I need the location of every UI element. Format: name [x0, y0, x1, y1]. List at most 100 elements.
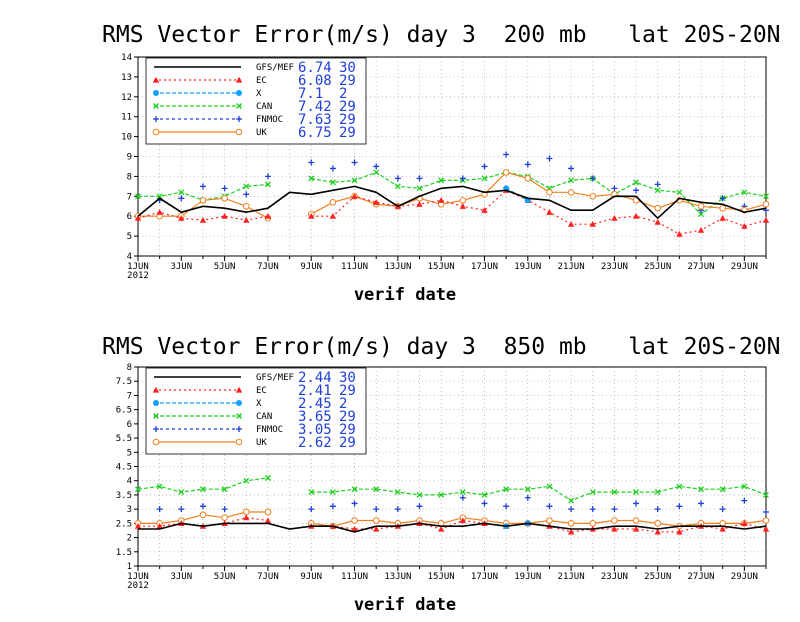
data-point-can: [221, 486, 228, 493]
data-point-fnmoc: [394, 506, 401, 513]
legend-mean: 3.05: [298, 422, 332, 438]
y-tick-label: 1: [127, 562, 132, 572]
x-tick-label: 17JUN: [471, 572, 498, 582]
legend-marker: [236, 413, 242, 419]
y-tick-label: 7: [127, 192, 132, 202]
data-point-fnmoc: [611, 506, 618, 513]
x-tick-label: 9JUN: [300, 262, 322, 272]
data-point-ec: [741, 520, 748, 526]
data-point-uk: [351, 517, 358, 524]
legend-entry-uk: UK 2.62 29: [152, 435, 356, 451]
legend-mean: 7.63: [298, 112, 332, 128]
data-point-fnmoc: [633, 500, 640, 507]
data-point-uk: [329, 198, 337, 206]
legend-label: X: [256, 399, 262, 409]
data-point-uk: [264, 508, 272, 516]
chart-title: RMS Vector Error(m/s) day 3 850 mb lat 2…: [102, 334, 781, 360]
x-tick-label: 23JUN: [601, 572, 628, 582]
data-point-ec: [134, 214, 142, 221]
legend-marker: [153, 90, 159, 96]
data-point-can: [481, 175, 488, 182]
data-point-can: [243, 477, 250, 484]
y-tick-label: 13: [121, 73, 132, 83]
data-point-fnmoc: [221, 506, 228, 513]
legend-mean: 2.41: [298, 383, 332, 399]
data-point-ec: [546, 209, 553, 215]
data-point-fnmoc: [459, 175, 466, 182]
data-point-uk: [502, 169, 510, 176]
legend-marker: [236, 400, 242, 406]
data-point-fnmoc: [178, 195, 185, 202]
data-point-ec: [373, 199, 380, 205]
data-point-can: [135, 486, 141, 493]
data-point-can: [633, 179, 640, 186]
data-point-fnmoc: [568, 506, 575, 513]
y-tick-label: 14: [121, 53, 132, 63]
legend-count: 30: [339, 370, 356, 386]
legend-label: GFS/MEF: [256, 63, 294, 73]
legend-marker: [235, 386, 243, 393]
legend-count: 29: [339, 422, 356, 438]
legend-marker: [152, 128, 160, 136]
x-tick-label: 15JUN: [428, 572, 455, 582]
y-tick-label: 1.5: [116, 548, 132, 558]
data-point-ec: [416, 201, 423, 207]
legend-marker: [153, 400, 159, 406]
legend-entry-can: CAN 3.65 29: [153, 409, 356, 425]
data-point-ec: [329, 213, 337, 219]
data-point-fnmoc: [503, 503, 510, 510]
series-line: [311, 189, 767, 235]
data-point-ec: [589, 220, 596, 227]
legend-entry-gfsmef: GFS/MEF 6.74 30: [154, 60, 356, 76]
data-point-fnmoc: [568, 165, 575, 172]
legend-marker: [153, 413, 159, 419]
data-point-fnmoc: [199, 503, 206, 510]
data-point-ec: [156, 209, 163, 215]
legend-marker: [152, 76, 160, 83]
data-point-uk: [199, 196, 207, 204]
x-tick-label: 19JUN: [514, 572, 541, 582]
data-point-fnmoc: [654, 181, 661, 188]
data-point-can: [135, 193, 141, 200]
data-point-can: [264, 181, 271, 188]
data-point-ec: [373, 525, 380, 532]
data-point-ec: [481, 207, 488, 213]
data-point-fnmoc: [654, 506, 661, 513]
data-point-can: [698, 486, 704, 493]
x-tick-label: 27JUN: [687, 262, 714, 272]
data-point-can: [589, 489, 596, 496]
data-point-fnmoc: [719, 195, 726, 202]
data-point-ec: [654, 528, 661, 535]
data-point-ec: [676, 528, 683, 535]
data-point-can: [416, 491, 423, 498]
legend-mean: 6.74: [298, 60, 332, 76]
x-tick-label: 11JUN: [341, 572, 368, 582]
x-tick-label: 29JUN: [731, 572, 758, 582]
x-tick-label: 7JUN: [257, 262, 279, 272]
data-point-can: [394, 183, 401, 190]
data-point-can: [741, 483, 748, 490]
data-point-uk: [589, 520, 597, 527]
data-point-fnmoc: [329, 503, 336, 510]
x-tick-label: 21JUN: [558, 572, 585, 582]
legend-count: 2: [339, 396, 347, 412]
y-tick-label: 4: [127, 252, 132, 262]
data-point-can: [676, 483, 683, 490]
legend-label: X: [256, 89, 262, 99]
data-point-ec: [156, 523, 163, 529]
data-point-can: [524, 486, 531, 493]
data-point-can: [719, 486, 726, 493]
data-point-uk: [546, 189, 553, 196]
data-point-ec: [243, 216, 250, 223]
data-point-uk: [719, 204, 726, 212]
legend-marker: [235, 76, 243, 83]
data-point-can: [329, 489, 336, 496]
data-point-fnmoc: [329, 165, 336, 172]
data-point-can: [351, 486, 358, 493]
data-point-fnmoc: [633, 187, 640, 194]
series-gfsmef: [138, 522, 767, 533]
data-point-ec: [243, 514, 250, 521]
x-tick-label: 5JUN: [214, 262, 236, 272]
x-tick-label: 19JUN: [514, 262, 541, 272]
legend-count: 29: [339, 383, 356, 399]
